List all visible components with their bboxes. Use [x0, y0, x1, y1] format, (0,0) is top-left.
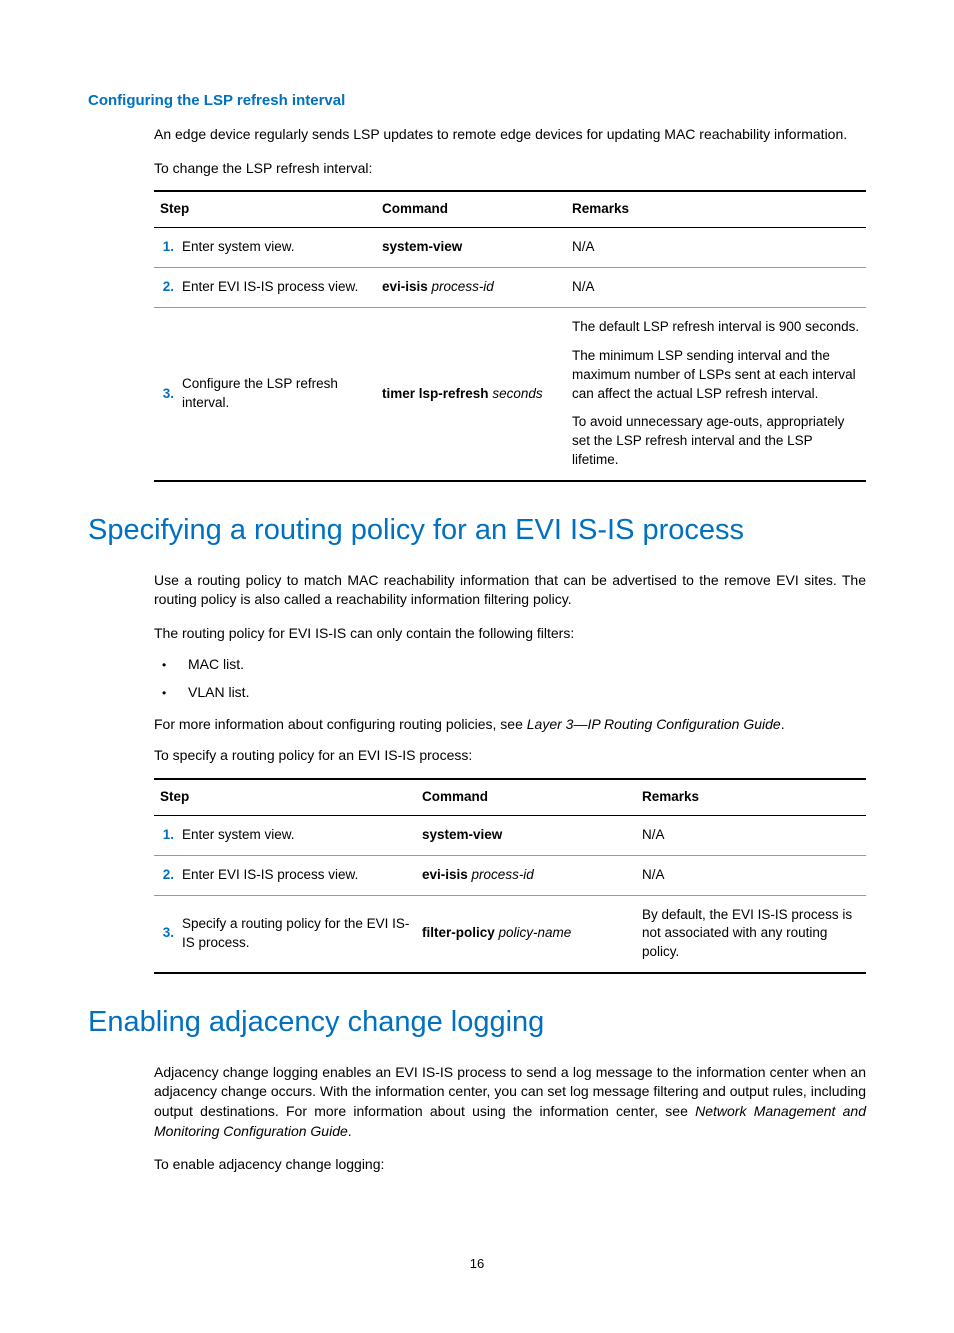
- column-header-command: Command: [382, 191, 572, 227]
- remarks-cell: N/A: [642, 855, 866, 895]
- column-header-remarks: Remarks: [572, 191, 866, 227]
- reference-title: Layer 3—IP Routing Configuration Guide: [527, 716, 781, 732]
- command-cell: system-view: [422, 815, 642, 855]
- paragraph: To enable adjacency change logging:: [154, 1155, 866, 1175]
- heading-adjacency-logging: Enabling adjacency change logging: [88, 1002, 866, 1043]
- step-text: Enter EVI IS-IS process view.: [182, 855, 422, 895]
- table-lsp-refresh: Step Command Remarks 1. Enter system vie…: [154, 190, 866, 482]
- step-number: 2.: [154, 267, 182, 307]
- remarks-line: The default LSP refresh interval is 900 …: [572, 318, 860, 337]
- remarks-line: To avoid unnecessary age-outs, appropria…: [572, 413, 860, 470]
- command-cell: system-view: [382, 228, 572, 268]
- table-routing-policy: Step Command Remarks 1. Enter system vie…: [154, 778, 866, 974]
- command-italic: process-id: [472, 867, 534, 882]
- step-text: Configure the LSP refresh interval.: [182, 307, 382, 481]
- step-text: Enter EVI IS-IS process view.: [182, 267, 382, 307]
- remarks-cell: N/A: [572, 267, 866, 307]
- text: For more information about configuring r…: [154, 716, 527, 732]
- column-header-step: Step: [154, 191, 382, 227]
- command-bold: evi-isis: [382, 279, 428, 294]
- remarks-cell: N/A: [572, 228, 866, 268]
- command-cell: filter-policy policy-name: [422, 895, 642, 973]
- command-cell: timer lsp-refresh seconds: [382, 307, 572, 481]
- command-bold: filter-policy: [422, 925, 495, 940]
- paragraph: An edge device regularly sends LSP updat…: [154, 125, 866, 145]
- column-header-step: Step: [154, 779, 422, 815]
- remarks-cell: By default, the EVI IS-IS process is not…: [642, 895, 866, 973]
- text: .: [348, 1123, 352, 1139]
- table-row: 2. Enter EVI IS-IS process view. evi-isi…: [154, 855, 866, 895]
- filter-list: MAC list. VLAN list.: [154, 655, 866, 702]
- table-row: 3. Configure the LSP refresh interval. t…: [154, 307, 866, 481]
- step-text: Specify a routing policy for the EVI IS-…: [182, 895, 422, 973]
- remarks-cell: N/A: [642, 815, 866, 855]
- table-row: 2. Enter EVI IS-IS process view. evi-isi…: [154, 267, 866, 307]
- table-row: 3. Specify a routing policy for the EVI …: [154, 895, 866, 973]
- page-number: 16: [88, 1255, 866, 1273]
- table-row: 1. Enter system view. system-view N/A: [154, 228, 866, 268]
- step-number: 3.: [154, 307, 182, 481]
- command-bold: system-view: [422, 827, 502, 842]
- step-number: 1.: [154, 228, 182, 268]
- command-bold: system-view: [382, 239, 462, 254]
- table-row: 1. Enter system view. system-view N/A: [154, 815, 866, 855]
- list-item: MAC list.: [154, 655, 866, 675]
- command-bold: evi-isis: [422, 867, 468, 882]
- command-italic: policy-name: [499, 925, 572, 940]
- paragraph: For more information about configuring r…: [154, 715, 866, 735]
- paragraph: To specify a routing policy for an EVI I…: [154, 746, 866, 766]
- command-italic: process-id: [432, 279, 494, 294]
- list-item: VLAN list.: [154, 683, 866, 703]
- step-number: 2.: [154, 855, 182, 895]
- paragraph: The routing policy for EVI IS-IS can onl…: [154, 624, 866, 644]
- command-cell: evi-isis process-id: [382, 267, 572, 307]
- paragraph: To change the LSP refresh interval:: [154, 159, 866, 179]
- column-header-remarks: Remarks: [642, 779, 866, 815]
- remarks-line: The minimum LSP sending interval and the…: [572, 347, 860, 404]
- column-header-command: Command: [422, 779, 642, 815]
- heading-routing-policy: Specifying a routing policy for an EVI I…: [88, 510, 866, 551]
- command-bold: timer lsp-refresh: [382, 386, 489, 401]
- paragraph: Adjacency change logging enables an EVI …: [154, 1063, 866, 1141]
- text: .: [781, 716, 785, 732]
- paragraph: Use a routing policy to match MAC reacha…: [154, 571, 866, 610]
- heading-configuring-lsp-refresh: Configuring the LSP refresh interval: [88, 90, 866, 111]
- step-number: 1.: [154, 815, 182, 855]
- step-text: Enter system view.: [182, 228, 382, 268]
- remarks-cell: The default LSP refresh interval is 900 …: [572, 307, 866, 481]
- step-text: Enter system view.: [182, 815, 422, 855]
- command-italic: seconds: [492, 386, 542, 401]
- step-number: 3.: [154, 895, 182, 973]
- command-cell: evi-isis process-id: [422, 855, 642, 895]
